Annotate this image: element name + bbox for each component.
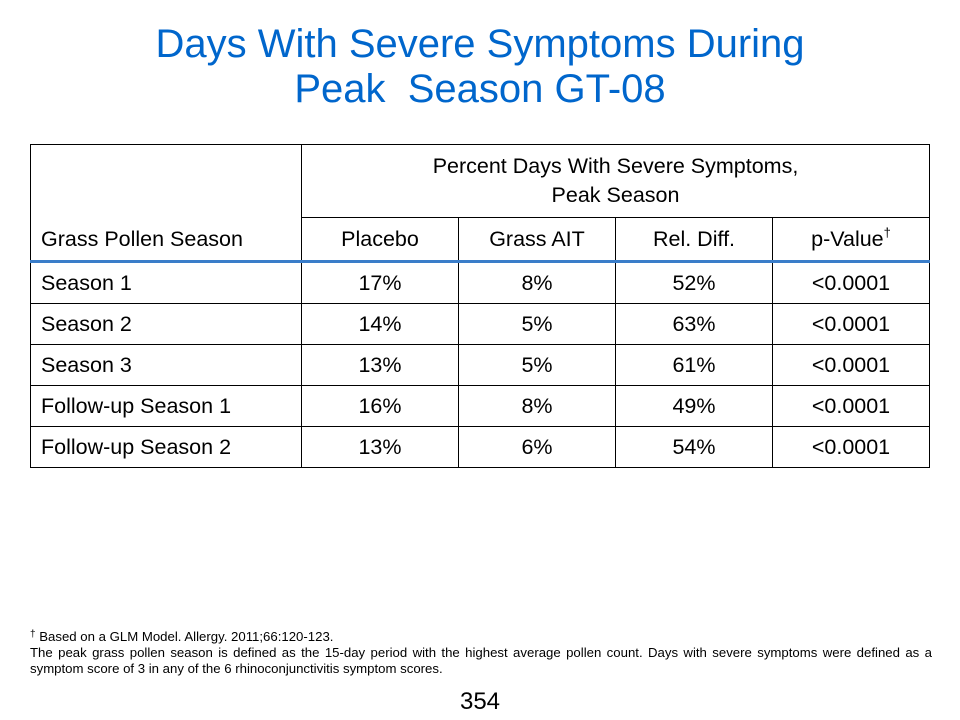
footnote-definition: The peak grass pollen season is defined … — [30, 645, 932, 676]
stub-header: Grass Pollen Season — [30, 144, 302, 263]
cell-rel-diff: 54% — [615, 426, 773, 468]
footnote-dagger: † — [30, 629, 36, 640]
cell-p-value: <0.0001 — [772, 385, 930, 427]
cell-grass-ait: 5% — [458, 303, 616, 345]
row-label: Season 3 — [30, 344, 302, 386]
cell-p-value: <0.0001 — [772, 344, 930, 386]
cell-rel-diff: 52% — [615, 261, 773, 304]
cell-rel-diff: 61% — [615, 344, 773, 386]
group-header-line2: Peak Season — [551, 183, 680, 207]
slide-title-line2: Peak Season GT-08 — [294, 67, 666, 111]
p-value-dagger: † — [883, 224, 891, 240]
cell-rel-diff: 63% — [615, 303, 773, 345]
table-header-group-row: Grass Pollen Season Percent Days With Se… — [30, 144, 930, 263]
table-column-header-row: Placebo Grass AIT Rel. Diff. p-Value† — [31, 217, 930, 263]
slide-title-line1: Days With Severe Symptoms During — [155, 22, 805, 66]
cell-grass-ait: 8% — [458, 385, 616, 427]
cell-grass-ait: 6% — [458, 426, 616, 468]
p-value-label: p-Value — [811, 226, 884, 251]
column-header-p-value: p-Value† — [772, 217, 930, 263]
cell-placebo: 13% — [301, 426, 459, 468]
cell-placebo: 14% — [301, 303, 459, 345]
row-label: Follow-up Season 1 — [30, 385, 302, 427]
row-label: Season 1 — [30, 261, 302, 304]
footnote-line1: Based on a GLM Model. Allergy. 2011;66:1… — [35, 629, 334, 644]
row-label: Season 2 — [30, 303, 302, 345]
footnote-reference: † Based on a GLM Model. Allergy. 2011;66… — [30, 627, 932, 645]
cell-grass-ait: 8% — [458, 261, 616, 304]
cell-placebo: 17% — [301, 261, 459, 304]
cell-grass-ait: 5% — [458, 344, 616, 386]
cell-rel-diff: 49% — [615, 385, 773, 427]
table-row: Follow-up Season 2 13% 6% 54% <0.0001 — [30, 426, 930, 468]
table-row: Follow-up Season 1 16% 8% 49% <0.0001 — [30, 385, 930, 427]
table-row: Season 3 13% 5% 61% <0.0001 — [30, 344, 930, 386]
cell-p-value: <0.0001 — [772, 426, 930, 468]
table-row: Season 2 14% 5% 63% <0.0001 — [30, 303, 930, 345]
slide-title: Days With Severe Symptoms During Peak Se… — [0, 22, 960, 112]
column-header-placebo: Placebo — [301, 217, 459, 263]
page-number: 354 — [459, 688, 501, 715]
table-row: Season 1 17% 8% 52% <0.0001 — [30, 261, 930, 304]
group-header-line1: Percent Days With Severe Symptoms, — [432, 154, 799, 178]
footnote: † Based on a GLM Model. Allergy. 2011;66… — [30, 627, 932, 677]
column-header-grass-ait: Grass AIT — [458, 217, 616, 263]
results-table: Grass Pollen Season Percent Days With Se… — [30, 144, 930, 468]
cell-placebo: 13% — [301, 344, 459, 386]
cell-placebo: 16% — [301, 385, 459, 427]
column-header-rel-diff: Rel. Diff. — [615, 217, 773, 263]
group-header: Percent Days With Severe Symptoms, Peak … — [301, 144, 930, 218]
cell-p-value: <0.0001 — [772, 261, 930, 304]
row-label: Follow-up Season 2 — [30, 426, 302, 468]
cell-p-value: <0.0001 — [772, 303, 930, 345]
